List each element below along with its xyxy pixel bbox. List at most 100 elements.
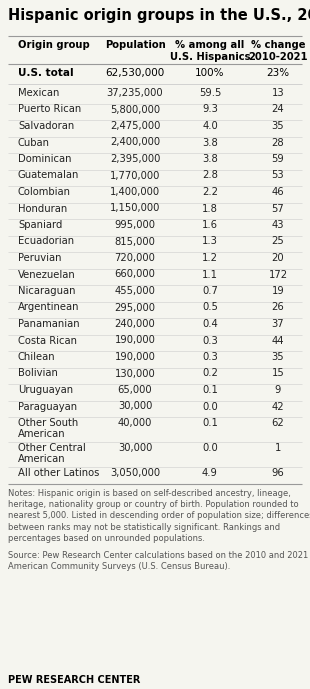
Text: 20: 20 bbox=[272, 253, 284, 263]
Text: 35: 35 bbox=[272, 121, 284, 131]
Text: 59: 59 bbox=[272, 154, 284, 164]
Text: 26: 26 bbox=[272, 302, 284, 313]
Text: Salvadoran: Salvadoran bbox=[18, 121, 74, 131]
Text: 4.0: 4.0 bbox=[202, 121, 218, 131]
Text: Argentinean: Argentinean bbox=[18, 302, 79, 313]
Text: Panamanian: Panamanian bbox=[18, 319, 80, 329]
Text: 44: 44 bbox=[272, 336, 284, 345]
Text: Guatemalan: Guatemalan bbox=[18, 170, 79, 181]
Text: 1,150,000: 1,150,000 bbox=[110, 203, 160, 214]
Text: 65,000: 65,000 bbox=[118, 385, 152, 395]
Text: 455,000: 455,000 bbox=[115, 286, 155, 296]
Text: 2,400,000: 2,400,000 bbox=[110, 138, 160, 147]
Text: 62,530,000: 62,530,000 bbox=[105, 68, 165, 78]
Text: Ecuadorian: Ecuadorian bbox=[18, 236, 74, 247]
Text: 30,000: 30,000 bbox=[118, 443, 152, 453]
Text: 190,000: 190,000 bbox=[115, 336, 155, 345]
Text: Costa Rican: Costa Rican bbox=[18, 336, 77, 345]
Text: 0.0: 0.0 bbox=[202, 443, 218, 453]
Text: 0.3: 0.3 bbox=[202, 336, 218, 345]
Text: All other Latinos: All other Latinos bbox=[18, 468, 100, 478]
Text: 0.4: 0.4 bbox=[202, 319, 218, 329]
Text: 1,400,000: 1,400,000 bbox=[110, 187, 160, 197]
Text: Population: Population bbox=[105, 40, 165, 50]
Text: 59.5: 59.5 bbox=[199, 88, 221, 98]
Text: 0.0: 0.0 bbox=[202, 402, 218, 411]
Text: 30,000: 30,000 bbox=[118, 402, 152, 411]
Text: % change
2010-2021: % change 2010-2021 bbox=[248, 40, 308, 62]
Text: Mexican: Mexican bbox=[18, 88, 60, 98]
Text: Uruguayan: Uruguayan bbox=[18, 385, 73, 395]
Text: 660,000: 660,000 bbox=[115, 269, 155, 280]
Text: 37: 37 bbox=[272, 319, 284, 329]
Text: Peruvian: Peruvian bbox=[18, 253, 61, 263]
Text: Cuban: Cuban bbox=[18, 138, 50, 147]
Text: 28: 28 bbox=[272, 138, 284, 147]
Text: Other Central
American: Other Central American bbox=[18, 443, 86, 464]
Text: 0.7: 0.7 bbox=[202, 286, 218, 296]
Text: Origin group: Origin group bbox=[18, 40, 90, 50]
Text: 5,800,000: 5,800,000 bbox=[110, 105, 160, 114]
Text: 25: 25 bbox=[272, 236, 284, 247]
Text: Other South
American: Other South American bbox=[18, 418, 78, 439]
Text: 0.1: 0.1 bbox=[202, 385, 218, 395]
Text: Venezuelan: Venezuelan bbox=[18, 269, 76, 280]
Text: Hispanic origin groups in the U.S., 2021: Hispanic origin groups in the U.S., 2021 bbox=[8, 8, 310, 23]
Text: 720,000: 720,000 bbox=[115, 253, 155, 263]
Text: 3.8: 3.8 bbox=[202, 154, 218, 164]
Text: 46: 46 bbox=[272, 187, 284, 197]
Text: U.S. total: U.S. total bbox=[18, 68, 74, 78]
Text: 96: 96 bbox=[272, 468, 284, 478]
Text: Chilean: Chilean bbox=[18, 352, 55, 362]
Text: 1.8: 1.8 bbox=[202, 203, 218, 214]
Text: 1,770,000: 1,770,000 bbox=[110, 170, 160, 181]
Text: 2.8: 2.8 bbox=[202, 170, 218, 181]
Text: 3,050,000: 3,050,000 bbox=[110, 468, 160, 478]
Text: 15: 15 bbox=[272, 369, 284, 378]
Text: 0.5: 0.5 bbox=[202, 302, 218, 313]
Text: 53: 53 bbox=[272, 170, 284, 181]
Text: 62: 62 bbox=[272, 418, 284, 428]
Text: PEW RESEARCH CENTER: PEW RESEARCH CENTER bbox=[8, 675, 140, 685]
Text: Paraguayan: Paraguayan bbox=[18, 402, 77, 411]
Text: 1.1: 1.1 bbox=[202, 269, 218, 280]
Text: 0.1: 0.1 bbox=[202, 418, 218, 428]
Text: 42: 42 bbox=[272, 402, 284, 411]
Text: Colombian: Colombian bbox=[18, 187, 71, 197]
Text: Source: Pew Research Center calculations based on the 2010 and 2021
American Com: Source: Pew Research Center calculations… bbox=[8, 551, 308, 571]
Text: 172: 172 bbox=[268, 269, 288, 280]
Text: 19: 19 bbox=[272, 286, 284, 296]
Text: 1.6: 1.6 bbox=[202, 220, 218, 230]
Text: Spaniard: Spaniard bbox=[18, 220, 62, 230]
Text: Nicaraguan: Nicaraguan bbox=[18, 286, 76, 296]
Text: 190,000: 190,000 bbox=[115, 352, 155, 362]
Text: Dominican: Dominican bbox=[18, 154, 72, 164]
Text: 23%: 23% bbox=[266, 68, 290, 78]
Text: 130,000: 130,000 bbox=[115, 369, 155, 378]
Text: 24: 24 bbox=[272, 105, 284, 114]
Text: 1.2: 1.2 bbox=[202, 253, 218, 263]
Text: 2.2: 2.2 bbox=[202, 187, 218, 197]
Text: 995,000: 995,000 bbox=[114, 220, 156, 230]
Text: Honduran: Honduran bbox=[18, 203, 67, 214]
Text: 0.2: 0.2 bbox=[202, 369, 218, 378]
Text: 1: 1 bbox=[275, 443, 281, 453]
Text: 43: 43 bbox=[272, 220, 284, 230]
Text: 57: 57 bbox=[272, 203, 284, 214]
Text: 0.3: 0.3 bbox=[202, 352, 218, 362]
Text: 2,395,000: 2,395,000 bbox=[110, 154, 160, 164]
Text: Puerto Rican: Puerto Rican bbox=[18, 105, 81, 114]
Text: 40,000: 40,000 bbox=[118, 418, 152, 428]
Text: 9: 9 bbox=[275, 385, 281, 395]
Text: 3.8: 3.8 bbox=[202, 138, 218, 147]
Text: 100%: 100% bbox=[195, 68, 225, 78]
Text: 295,000: 295,000 bbox=[114, 302, 156, 313]
Text: 2,475,000: 2,475,000 bbox=[110, 121, 160, 131]
Text: 13: 13 bbox=[272, 88, 284, 98]
Text: Notes: Hispanic origin is based on self-described ancestry, lineage,
heritage, n: Notes: Hispanic origin is based on self-… bbox=[8, 489, 310, 544]
Text: 240,000: 240,000 bbox=[115, 319, 155, 329]
Text: 37,235,000: 37,235,000 bbox=[107, 88, 163, 98]
Text: 9.3: 9.3 bbox=[202, 105, 218, 114]
Text: 4.9: 4.9 bbox=[202, 468, 218, 478]
Text: 815,000: 815,000 bbox=[115, 236, 155, 247]
